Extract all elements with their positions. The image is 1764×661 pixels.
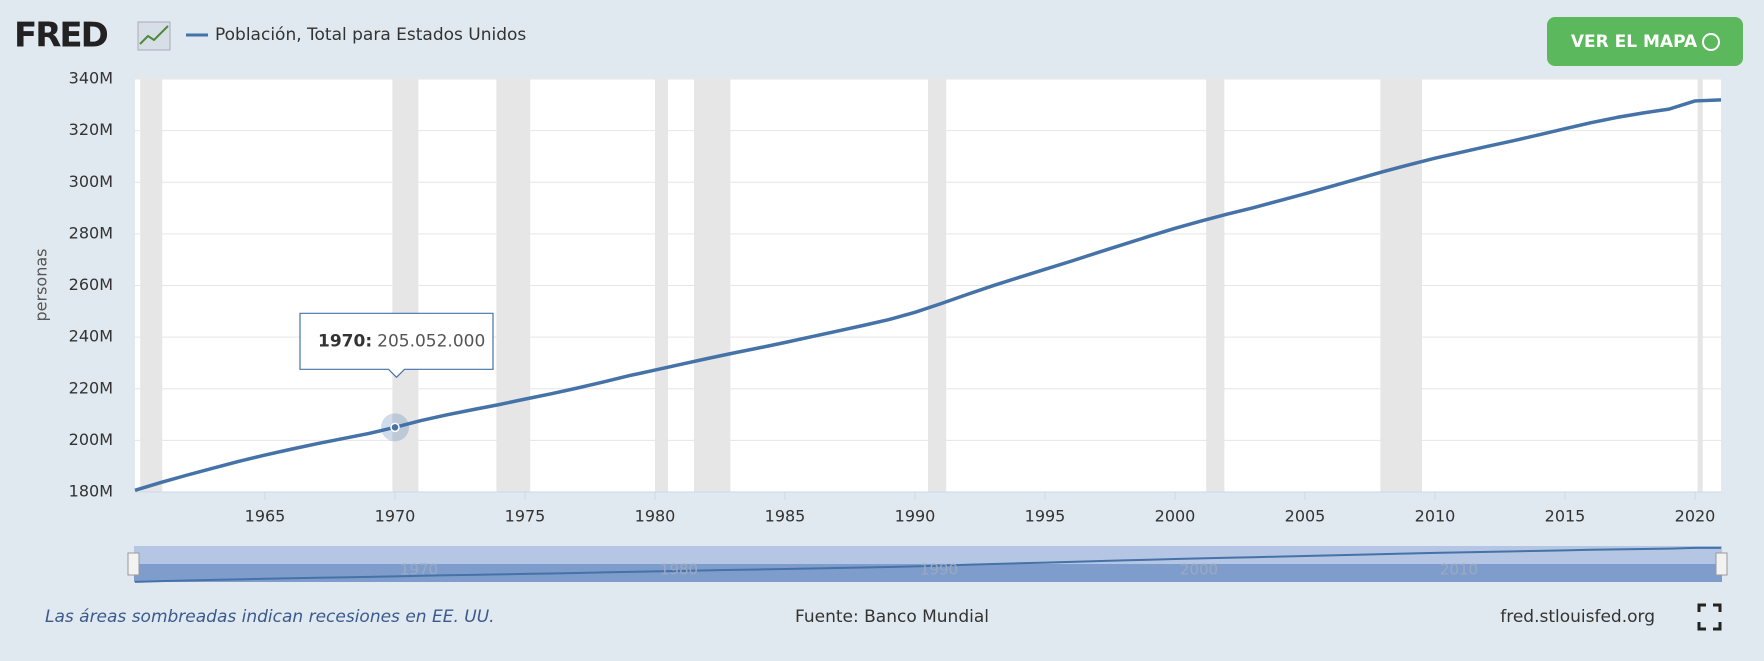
logo-icon [137,21,171,51]
navigator-handle-right[interactable] [1715,552,1728,576]
logo: FRED [14,16,108,56]
x-tick-label: 2020 [1675,507,1716,526]
tooltip-box [299,312,494,379]
map-button-label: VER EL MAPA [1571,32,1698,52]
navigator-tick-label: 2010 [1440,561,1478,579]
y-tick-label: 340M [69,69,113,88]
y-tick-label: 180M [69,482,113,501]
site: fred.stlouisfed.org [1500,607,1655,627]
x-tick-label: 2015 [1545,507,1586,526]
navigator-handle-left[interactable] [127,552,140,576]
y-tick-label: 220M [69,378,113,397]
y-tick-label: 280M [69,223,113,242]
x-tick-label: 2000 [1155,507,1196,526]
map-button[interactable] [1547,17,1743,66]
hover-point [390,422,400,433]
x-tick-label: 1980 [635,507,676,526]
recession-note: Las áreas sombreadas indican recesiones … [45,607,495,627]
legend-label: Población, Total para Estados Unidos [215,25,526,45]
fullscreen-button[interactable] [1697,603,1722,631]
navigator-tick-label: 1980 [660,561,698,579]
x-tick-label: 1990 [895,507,936,526]
tooltip-label: 1970: [318,331,372,351]
y-tick-label: 240M [69,327,113,346]
x-tick-label: 2010 [1415,507,1456,526]
y-tick-label: 320M [69,120,113,139]
series [134,98,1722,492]
navigator-content: 1970 1980 1990 2000 2010 [134,546,1722,583]
y-axis-label: personas [32,249,51,322]
y-tick-label: 200M [69,430,113,449]
x-tick-label: 1985 [765,507,806,526]
navigator-tick-label: 1990 [920,561,958,579]
x-tick-label: 1970 [375,507,416,526]
navigator-tick-label: 1970 [400,561,438,579]
navigator-mask [134,546,1722,564]
x-tick-label: 1965 [245,507,286,526]
x-tick-label: 1975 [505,507,546,526]
tooltip-value: 205.052.000 [377,331,485,351]
globe-icon [1702,33,1720,51]
x-tick-label: 2005 [1285,507,1326,526]
source: Fuente: Banco Mundial [795,607,989,627]
y-tick-label: 300M [69,172,113,191]
tooltip-text: 1970: 205.052.000 [318,331,485,351]
navigator-tick-label: 2000 [1180,561,1218,579]
navigator-line [134,546,1722,583]
x-tick-label: 1995 [1025,507,1066,526]
y-tick-label: 260M [69,275,113,294]
